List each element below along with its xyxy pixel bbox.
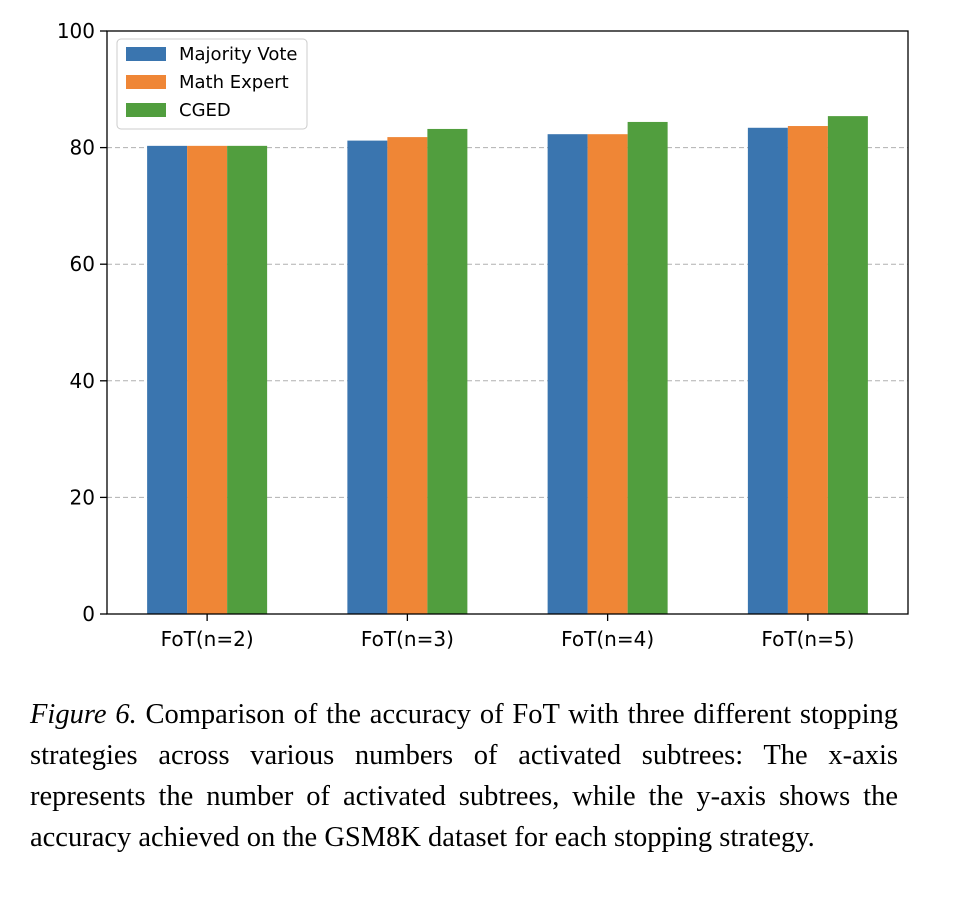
y-tick-label: 20 — [70, 485, 95, 509]
y-tick-label: 60 — [70, 252, 95, 276]
figure-caption: Figure 6. Comparison of the accuracy of … — [30, 694, 898, 858]
legend-label: Math Expert — [179, 72, 289, 93]
bar — [227, 145, 268, 614]
caption-label: Figure 6. — [30, 699, 137, 730]
x-tick-label: FoT(n=2) — [161, 627, 254, 651]
legend-swatch — [126, 75, 166, 89]
bar — [627, 121, 668, 614]
axes: 0 20 40 60 80 100 FoT(n=2) FoT(n=3) FoT(n=4) FoT(… — [57, 19, 909, 651]
y-tick-label: 0 — [82, 602, 95, 626]
bar — [827, 116, 868, 615]
y-tick-label: 40 — [70, 369, 95, 393]
bar-chart: 0 20 40 60 80 100 FoT(n=2) FoT(n=3) FoT(n=4) FoT(… — [57, 19, 909, 651]
x-tick-label: FoT(n=4) — [561, 627, 654, 651]
bar — [587, 134, 628, 615]
caption-text: Comparison of the accuracy of FoT with t… — [30, 699, 898, 853]
bar — [347, 140, 388, 614]
legend-label: CGED — [179, 100, 231, 121]
bar — [547, 134, 588, 615]
bar — [387, 137, 428, 614]
bar — [427, 128, 468, 614]
legend-swatch — [126, 47, 166, 61]
bar — [147, 145, 188, 614]
bars — [147, 116, 868, 615]
x-tick-label: FoT(n=5) — [761, 627, 854, 651]
y-tick-label: 100 — [57, 19, 95, 43]
legend-label: Majority Vote — [179, 44, 297, 65]
legend: Majority Vote Math Expert CGED — [116, 38, 308, 130]
bar — [787, 126, 828, 615]
plot-frame — [106, 30, 909, 615]
bar — [187, 145, 228, 614]
x-tick-label: FoT(n=3) — [361, 627, 454, 651]
bar — [747, 127, 788, 614]
legend-swatch — [126, 103, 166, 117]
y-tick-label: 80 — [70, 136, 95, 160]
